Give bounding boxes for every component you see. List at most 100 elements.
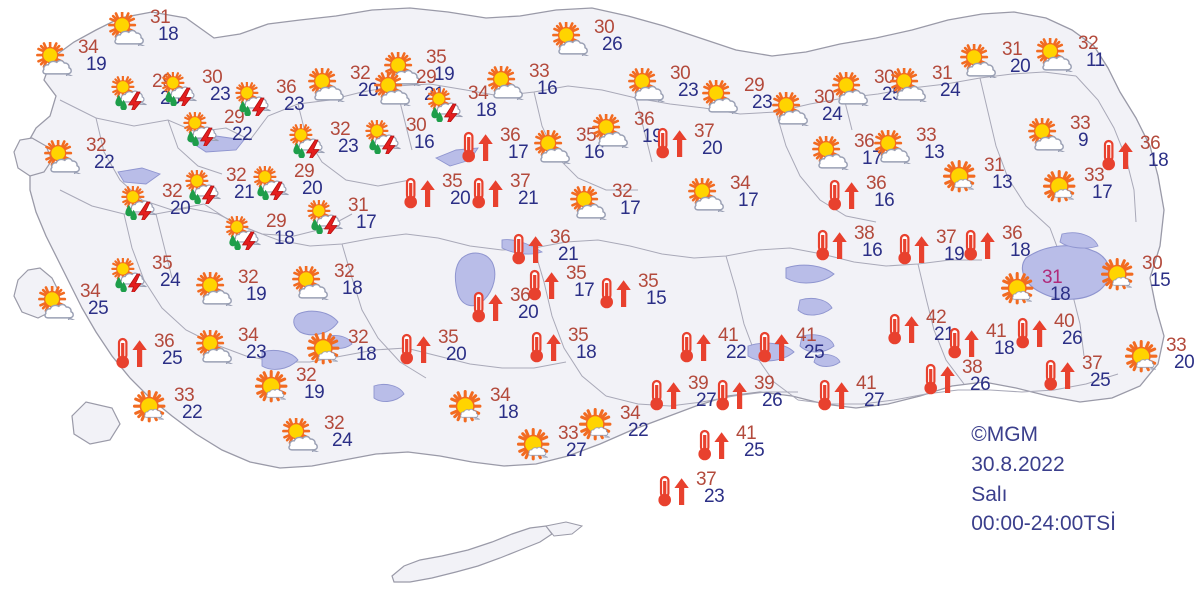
max-temperature: 29 [266, 211, 287, 232]
station-temperatures: 30 23 [668, 64, 714, 100]
max-temperature: 34 [468, 83, 489, 104]
sun-behind-cloud-icon [592, 114, 632, 148]
min-temperature: 23 [338, 136, 359, 157]
station-temperatures: 33 16 [527, 62, 573, 98]
station-temperatures: 33 20 [1164, 336, 1200, 372]
thermometer-up-icon [679, 331, 712, 363]
station-temperatures: 41 27 [854, 374, 900, 410]
cyprus-island [391, 521, 584, 583]
station-temperatures: 36 17 [498, 126, 544, 162]
station-temperatures: 30 16 [404, 116, 450, 152]
sun-behind-cloud-icon [552, 22, 592, 56]
min-temperature: 26 [762, 390, 783, 411]
station-temperatures: 37 23 [694, 470, 740, 506]
thunderstorm-icon [235, 82, 272, 116]
thermometer-up-icon [923, 363, 956, 395]
station-temperatures: 38 26 [960, 358, 1006, 394]
max-temperature: 37 [696, 469, 717, 490]
min-temperature: 18 [498, 402, 519, 423]
min-temperature: 24 [332, 430, 353, 451]
station-temperatures: 32 19 [236, 268, 282, 304]
sun-behind-cloud-icon [832, 72, 872, 106]
min-temperature: 17 [356, 212, 377, 233]
max-temperature: 39 [688, 373, 709, 394]
max-temperature: 32 [238, 267, 259, 288]
min-temperature: 27 [864, 390, 885, 411]
thermometer-up-icon [827, 179, 860, 211]
max-temperature: 32 [324, 413, 345, 434]
min-temperature: 20 [446, 344, 467, 365]
max-temperature: 34 [78, 37, 99, 58]
max-temperature: 37 [936, 227, 957, 248]
max-temperature: 31 [984, 155, 1005, 176]
station-temperatures: 36 16 [864, 174, 910, 210]
thermometer-up-icon [462, 131, 494, 163]
station-temperatures: 39 27 [686, 374, 732, 410]
sun-icon [132, 390, 166, 423]
country-landmass [13, 7, 1165, 469]
station-temperatures: 30 15 [1140, 254, 1186, 290]
max-temperature: 34 [238, 325, 259, 346]
min-temperature: 22 [94, 152, 115, 173]
max-temperature: 30 [202, 67, 223, 88]
station-temperatures: 32 17 [610, 182, 656, 218]
min-temperature: 21 [934, 324, 955, 345]
max-temperature: 35 [426, 47, 447, 68]
max-temperature: 33 [529, 61, 550, 82]
min-temperature: 25 [744, 440, 765, 461]
max-temperature: 35 [442, 171, 463, 192]
max-temperature: 36 [500, 125, 521, 146]
min-temperature: 16 [414, 132, 435, 153]
min-temperature: 20 [450, 188, 471, 209]
sun-icon [516, 428, 550, 461]
station-temperatures: 34 19 [76, 38, 122, 74]
sun-icon [1000, 272, 1034, 305]
sun-behind-cloud-icon [890, 68, 930, 102]
map-credit-block: ©MGM 30.8.2022 Salı 00:00-24:00TSİ [971, 420, 1116, 539]
sun-icon [1124, 340, 1158, 373]
min-temperature: 18 [576, 342, 597, 363]
max-temperature: 34 [80, 281, 101, 302]
min-temperature: 17 [620, 198, 641, 219]
max-temperature: 37 [510, 171, 531, 192]
station-temperatures: 31 17 [346, 196, 392, 232]
min-temperature: 17 [738, 190, 759, 211]
station-temperatures: 29 20 [292, 162, 338, 198]
min-temperature: 27 [566, 440, 587, 461]
station-temperatures: 42 21 [924, 308, 970, 344]
station-temperatures: 34 22 [618, 404, 664, 440]
max-temperature: 33 [1070, 113, 1091, 134]
min-temperature: 20 [170, 198, 191, 219]
station-temperatures: 30 24 [812, 88, 858, 124]
station-temperatures: 32 18 [346, 328, 392, 364]
station-temperatures: 37 20 [692, 122, 738, 158]
station-temperatures: 41 18 [984, 322, 1030, 358]
min-temperature: 18 [356, 344, 377, 365]
station-temperatures: 35 15 [636, 272, 682, 308]
max-temperature: 29 [744, 75, 765, 96]
min-temperature: 18 [1148, 150, 1169, 171]
thermometer-up-icon [715, 379, 748, 411]
station-temperatures: 35 20 [440, 172, 486, 208]
min-temperature: 18 [158, 24, 179, 45]
min-temperature: 24 [160, 270, 181, 291]
max-temperature: 38 [962, 357, 983, 378]
sun-behind-cloud-icon [196, 272, 236, 306]
thunderstorm-icon [365, 120, 402, 154]
thermometer-up-icon [649, 379, 682, 411]
max-temperature: 36 [510, 285, 531, 306]
max-temperature: 33 [1166, 335, 1187, 356]
min-temperature: 25 [162, 348, 183, 369]
thermometer-up-icon [472, 291, 504, 323]
max-temperature: 40 [1054, 311, 1075, 332]
max-temperature: 35 [152, 253, 173, 274]
max-temperature: 32 [226, 165, 247, 186]
min-temperature: 13 [992, 172, 1013, 193]
min-temperature: 19 [434, 64, 455, 85]
min-temperature: 16 [862, 240, 883, 261]
thermometer-up-icon [1101, 139, 1134, 171]
thunderstorm-icon [253, 166, 290, 200]
max-temperature: 32 [162, 181, 183, 202]
station-temperatures: 31 20 [1000, 40, 1046, 76]
